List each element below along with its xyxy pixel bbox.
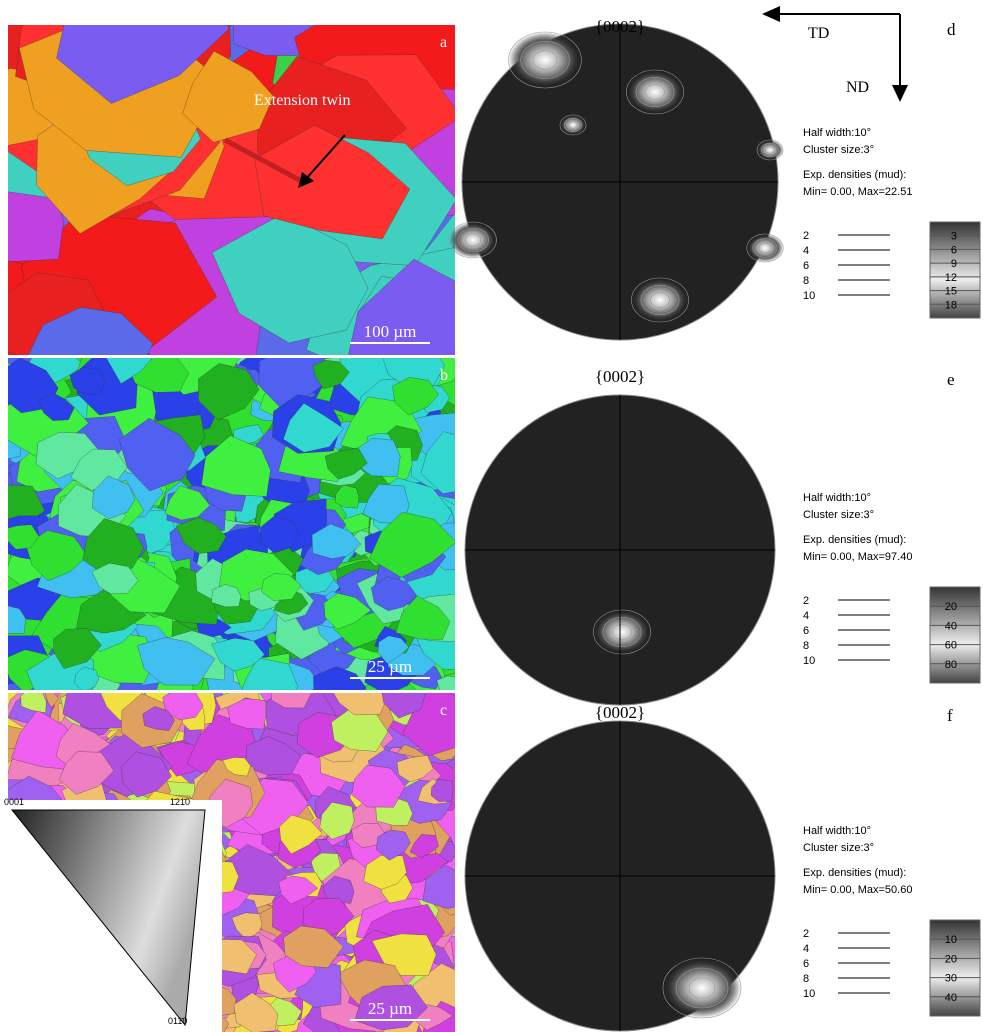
scale-label: 20 <box>945 953 957 965</box>
pole-figure: {0002} f Half width:10° Cluster size:3° Exp.… <box>465 703 980 1031</box>
scale-label: 18 <box>945 299 957 311</box>
axis-label: TD <box>808 25 829 42</box>
stats-text: Exp. densities (mud): <box>803 169 906 181</box>
inset-label: 0001 <box>4 797 24 807</box>
density-spot <box>663 958 741 1018</box>
stats-text: Half width:10° <box>803 492 871 504</box>
panel-label: c <box>440 702 447 719</box>
stats-text: Half width:10° <box>803 127 871 139</box>
scale-label: 30 <box>945 973 957 985</box>
scale-label: 12 <box>945 272 957 284</box>
level-label: 10 <box>803 290 815 302</box>
level-label: 4 <box>803 610 809 622</box>
scale-label: 80 <box>945 659 957 671</box>
stats-text: Cluster size:3° <box>803 842 874 854</box>
panel-label: f <box>947 706 953 725</box>
density-spot <box>509 32 582 88</box>
grain <box>437 676 462 696</box>
panel-label: a <box>440 34 447 51</box>
panel-label: d <box>947 20 956 39</box>
level-label: 8 <box>803 640 809 652</box>
annotation: Extension twin <box>254 92 350 109</box>
panel-label: e <box>947 370 955 389</box>
level-label: 6 <box>803 260 809 272</box>
level-label: 2 <box>803 595 809 607</box>
stats-text: Cluster size:3° <box>803 144 874 156</box>
level-label: 8 <box>803 973 809 985</box>
scale-label: 3 <box>951 231 957 243</box>
level-label: 2 <box>803 928 809 940</box>
scale-bar-label: 100 µm <box>364 322 417 341</box>
arrow-head <box>892 85 908 102</box>
inset-label: 011̄0 <box>168 1016 187 1026</box>
scale-bar-label: 25 µm <box>368 999 412 1018</box>
level-label: 8 <box>803 275 809 287</box>
level-label: 6 <box>803 958 809 970</box>
scale-label: 40 <box>945 992 957 1004</box>
panel-label: b <box>440 367 448 384</box>
level-label: 6 <box>803 625 809 637</box>
stats-text: Min= 0.00, Max=50.60 <box>803 884 912 896</box>
pole-title: {0002} <box>595 703 645 722</box>
page: a 100 µm b 25 µm c 25 µm Extension twin 0001 1̄2… <box>0 0 983 1032</box>
level-label: 2 <box>803 230 809 242</box>
level-label: 4 <box>803 245 809 257</box>
figure: a 100 µm b 25 µm c 25 µm Extension twin 0001 1̄2… <box>0 0 983 1032</box>
level-label: 10 <box>803 988 815 1000</box>
scale-label: 40 <box>945 620 957 632</box>
inset-label: 1̄21̄0 <box>170 797 190 807</box>
level-label: 10 <box>803 655 815 667</box>
scale-label: 20 <box>945 601 957 613</box>
axis-label: ND <box>846 79 869 96</box>
scale-label: 9 <box>951 258 957 270</box>
orientation-map: b 25 µm <box>0 326 489 717</box>
stats-text: Cluster size:3° <box>803 509 874 521</box>
stats-text: Min= 0.00, Max=97.40 <box>803 551 912 563</box>
level-label: 4 <box>803 943 809 955</box>
scale-bar-label: 25 µm <box>368 657 412 676</box>
pole-figure: {0002} e Half width:10° Cluster size:3° Exp.… <box>465 367 980 705</box>
scale-label: 10 <box>945 934 957 946</box>
scale-label: 15 <box>945 286 957 298</box>
scale-label: 6 <box>951 244 957 256</box>
grains <box>0 326 489 717</box>
stats-text: Exp. densities (mud): <box>803 534 906 546</box>
pole-title: {0002} <box>595 17 645 36</box>
scale-label: 60 <box>945 640 957 652</box>
arrow-head <box>762 6 780 22</box>
stats-text: Exp. densities (mud): <box>803 867 906 879</box>
stats-text: Half width:10° <box>803 825 871 837</box>
pole-title: {0002} <box>595 367 645 386</box>
stats-text: Min= 0.00, Max=22.51 <box>803 186 912 198</box>
